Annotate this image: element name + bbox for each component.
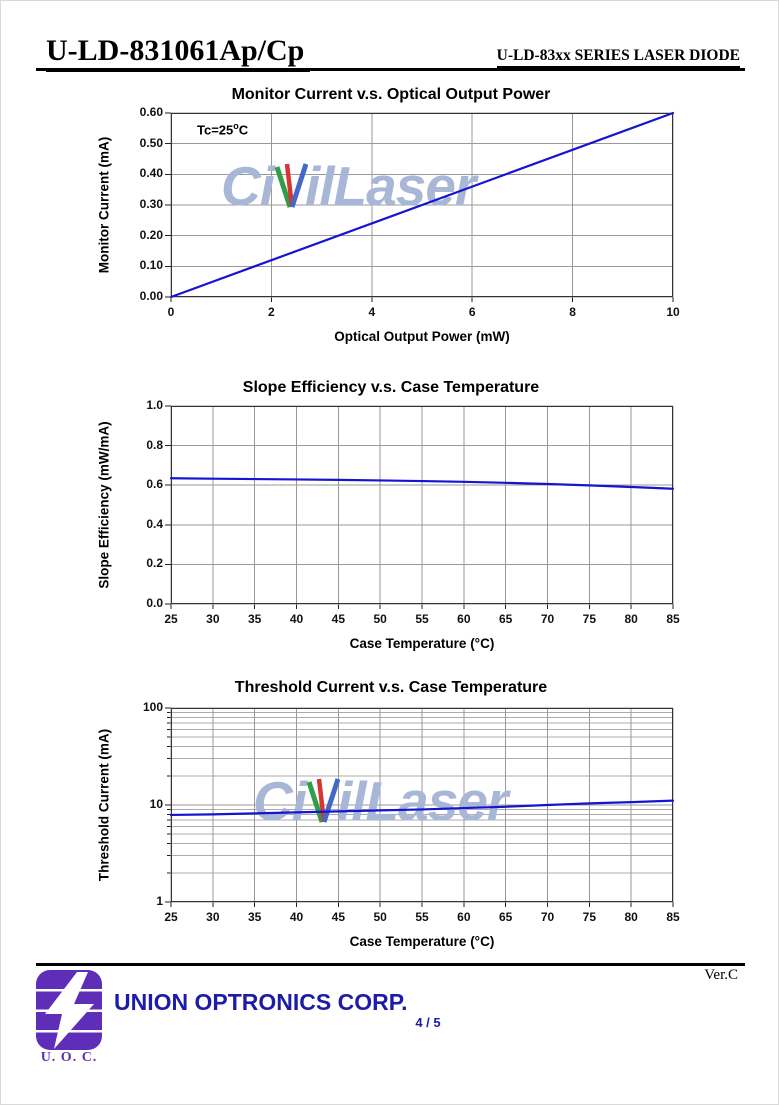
y-tick-label: 0.40 <box>139 166 163 181</box>
x-tick-label: 2 <box>268 305 275 319</box>
x-tick-label: 85 <box>666 910 680 924</box>
y-tick-label: 1.0 <box>146 398 163 412</box>
annotation-unit: C <box>238 122 249 138</box>
y-tick-label: 0.60 <box>139 105 163 119</box>
chart-slope-efficiency: Slope Efficiency v.s. Case Temperature S… <box>36 379 746 664</box>
part-number-title: U-LD-831061Ap/Cp <box>46 34 311 72</box>
case-temp-annotation: Tc=25oC <box>197 121 248 137</box>
annotation-text: Tc=25 <box>197 122 234 138</box>
x-tick-label: 30 <box>206 910 220 924</box>
y-tick-label: 100 <box>142 700 163 714</box>
chart-title: Monitor Current v.s. Optical Output Powe… <box>231 86 551 103</box>
x-tick-label: 35 <box>247 612 262 626</box>
plot-grid <box>165 405 674 609</box>
y-tick-label: 0.10 <box>139 258 163 273</box>
footer-rule <box>36 963 745 966</box>
x-tick-label: 10 <box>666 305 680 319</box>
x-tick-label: 25 <box>164 612 178 626</box>
data-line <box>169 111 675 299</box>
x-tick-label: 35 <box>247 910 262 924</box>
y-tick-label: 0.0 <box>146 596 163 610</box>
x-tick-label: 70 <box>540 612 555 626</box>
x-tick-label: 85 <box>666 612 680 626</box>
x-tick-label: 30 <box>206 612 220 626</box>
x-tick-label: 45 <box>331 612 345 626</box>
y-tick-label: 1 <box>156 894 163 908</box>
x-tick-label: 55 <box>415 612 429 626</box>
chart-title: Slope Efficiency v.s. Case Temperature <box>242 379 540 396</box>
x-tick-label: 80 <box>624 612 638 626</box>
plot-area: Tc=25oC Ci ilLaser <box>165 111 675 302</box>
lightning-bolt-logo-icon <box>36 970 102 1050</box>
y-tick-label: 0.50 <box>139 135 163 150</box>
x-tick-label: 70 <box>540 910 555 924</box>
x-axis-label: Optical Output Power (mW) <box>334 329 510 344</box>
y-tick-label: 0.20 <box>139 227 163 242</box>
x-tick-label: 60 <box>457 612 471 626</box>
y-tick-label: 0.4 <box>146 516 163 531</box>
version-label: Ver.C <box>704 967 738 983</box>
annotation-degree: o <box>233 121 239 131</box>
x-tick-label: 25 <box>164 910 178 924</box>
data-line <box>169 799 675 817</box>
x-tick-label: 75 <box>582 910 596 924</box>
series-subtitle: U-LD-83xx SERIES LASER DIODE <box>496 47 740 68</box>
header-rule <box>36 68 745 71</box>
x-tick-label: 65 <box>498 612 513 626</box>
plot-area: Ci ilLaser <box>165 707 675 907</box>
x-tick-label: 50 <box>373 910 387 924</box>
company-logo <box>34 970 104 1057</box>
x-tick-label: 75 <box>582 612 596 626</box>
y-tick-label: 0.30 <box>139 197 163 211</box>
x-tick-label: 50 <box>373 612 387 626</box>
chart-title: Threshold Current v.s. Case Temperature <box>234 679 548 696</box>
x-tick-label: 0 <box>167 305 175 319</box>
x-tick-label: 45 <box>331 910 345 924</box>
y-tick-label: 0.2 <box>146 556 163 571</box>
y-tick-label: 0.8 <box>146 437 163 452</box>
x-axis-label: Case Temperature (°C) <box>349 636 495 651</box>
x-tick-label: 60 <box>457 910 471 924</box>
chart-monitor-current: Monitor Current v.s. Optical Output Powe… <box>36 86 746 358</box>
x-tick-label: 80 <box>624 910 638 924</box>
x-tick-label: 8 <box>569 305 576 319</box>
x-tick-label: 40 <box>289 612 304 626</box>
x-tick-label: 6 <box>468 305 476 319</box>
x-tick-label: 55 <box>415 910 429 924</box>
y-tick-label: 0.00 <box>139 289 163 303</box>
x-tick-label: 40 <box>289 910 304 924</box>
x-tick-label: 65 <box>498 910 513 924</box>
page-number: 4 / 5 <box>415 1015 441 1030</box>
x-tick-label: 4 <box>368 305 376 319</box>
x-axis-label: Case Temperature (°C) <box>349 934 495 949</box>
logo-caption: U. O. C. <box>40 1050 98 1065</box>
data-line <box>169 477 675 490</box>
plot-area <box>165 405 675 609</box>
chart-threshold-current: Threshold Current v.s. Case Temperature … <box>36 679 746 961</box>
plot-grid <box>165 112 674 302</box>
y-tick-label: 0.6 <box>146 477 163 492</box>
company-name: UNION OPTRONICS CORP. <box>114 989 408 1015</box>
y-tick-label: 10 <box>149 797 163 811</box>
